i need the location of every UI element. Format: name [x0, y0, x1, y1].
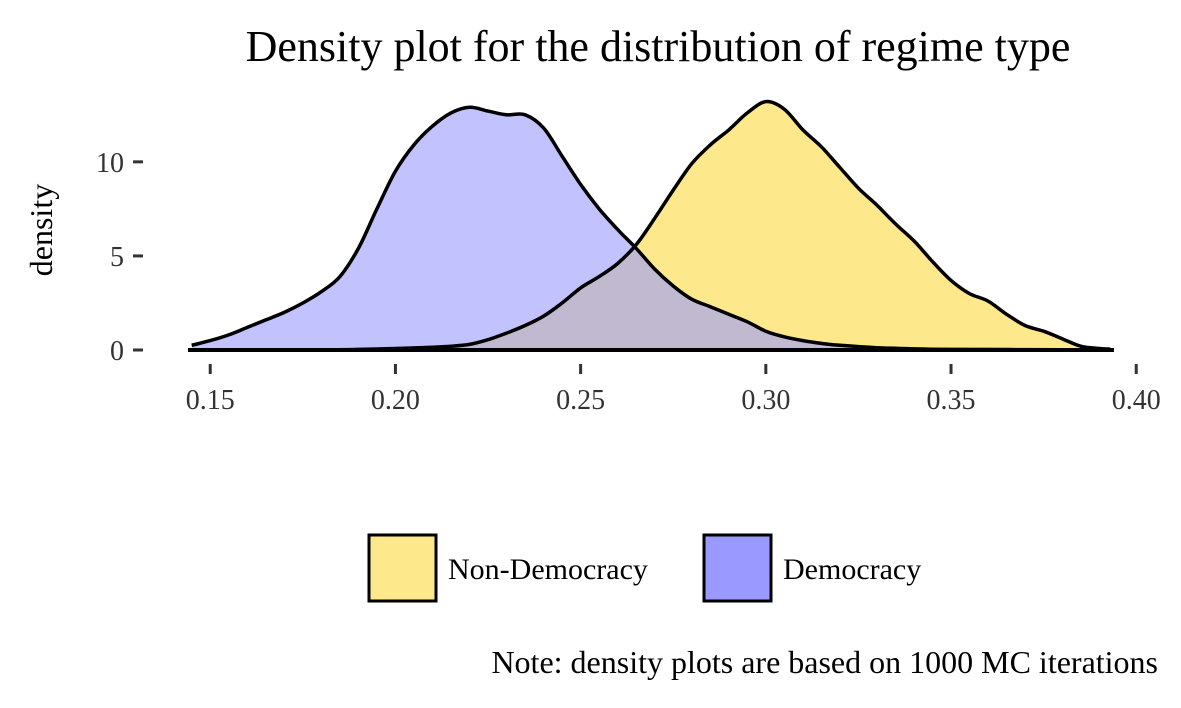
- x-tick-label: 0.35: [927, 385, 976, 416]
- x-tick-label: 0.30: [741, 385, 790, 416]
- y-tick-label: 0: [110, 336, 124, 367]
- x-axis: 0.15 0.20 0.25 0.30 0.35 0.40: [186, 364, 1161, 416]
- x-tick-label: 0.40: [1112, 385, 1161, 416]
- density-fill-democracy: [191, 107, 1111, 350]
- legend-label-democracy: Democracy: [783, 553, 921, 586]
- x-tick-label: 0.25: [556, 385, 605, 416]
- y-axis: 0 5 10: [96, 148, 143, 367]
- legend: Non-Democracy Democracy: [367, 533, 921, 603]
- legend-label-non-democracy: Non-Democracy: [448, 553, 648, 586]
- x-tick-label: 0.15: [186, 385, 235, 416]
- y-tick-label: 5: [110, 242, 124, 273]
- footnote: Note: density plots are based on 1000 MC…: [491, 644, 1158, 680]
- plot-area: [188, 99, 1114, 352]
- legend-swatch-democracy: [702, 533, 773, 603]
- density-line-democracy: [191, 105, 1111, 352]
- density-areas: [191, 99, 1111, 352]
- density-line-non-democracy: [191, 99, 1111, 352]
- chart-title: Density plot for the distribution of reg…: [246, 22, 1071, 71]
- legend-swatch-non-democracy: [367, 533, 438, 603]
- y-tick-label: 10: [96, 148, 124, 179]
- y-axis-label: density: [23, 184, 59, 276]
- x-tick-label: 0.20: [371, 385, 420, 416]
